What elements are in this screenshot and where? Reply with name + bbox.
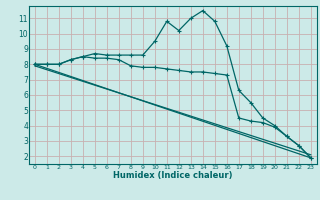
X-axis label: Humidex (Indice chaleur): Humidex (Indice chaleur): [113, 171, 233, 180]
